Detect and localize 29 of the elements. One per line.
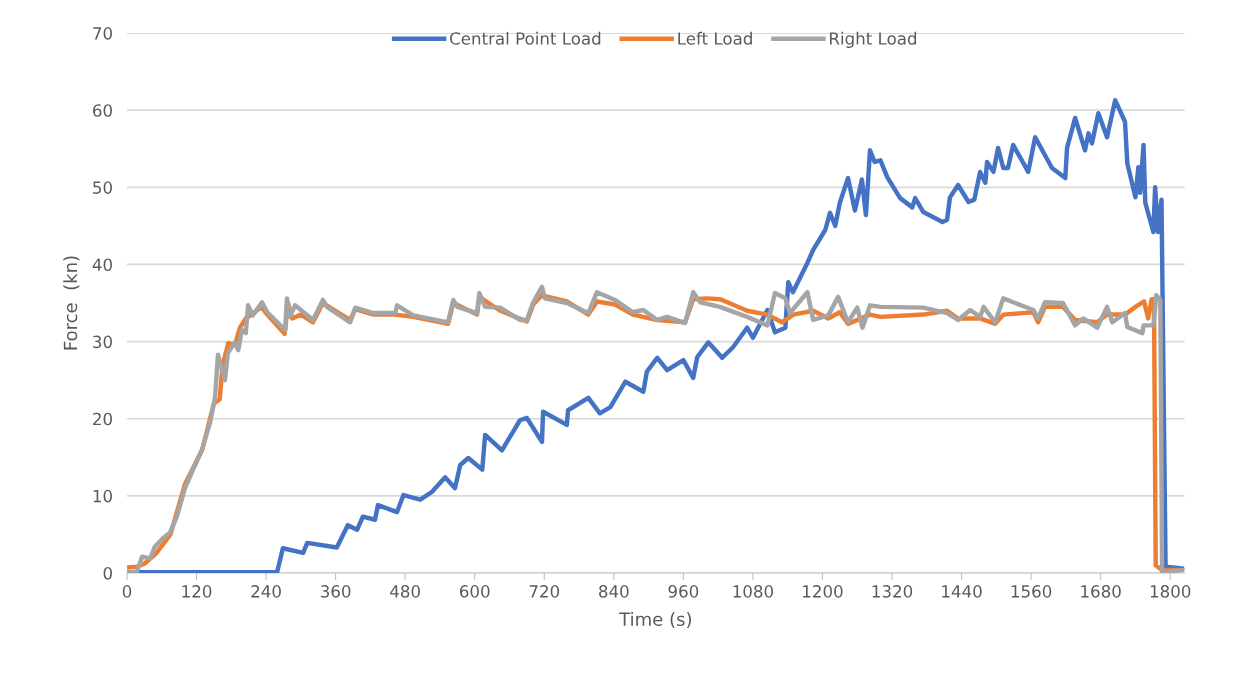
x-tick-label: 1800	[1150, 585, 1191, 598]
y-tick-label: 70	[93, 27, 112, 40]
y-tick-label: 50	[93, 181, 112, 194]
legend-label: Right Load	[830, 31, 917, 49]
x-tick-label: 1560	[1011, 585, 1052, 598]
x-axis-title: Time (s)	[619, 612, 691, 629]
legend-label: Central Point Load	[450, 31, 601, 45]
x-tick-label: 960	[668, 585, 699, 598]
x-tick-label: 1080	[733, 585, 774, 598]
x-tick-label: 840	[599, 585, 629, 598]
x-tick-label: 360	[320, 585, 351, 598]
x-tick-label: 1680	[1081, 585, 1121, 598]
x-tick-label: 0	[122, 585, 132, 598]
x-tick-label: 120	[182, 585, 212, 598]
x-tick-label: 720	[529, 585, 560, 598]
y-tick-label: 10	[93, 489, 112, 503]
x-tick-label: 1200	[803, 585, 843, 598]
y-tick-label: 0	[103, 566, 112, 580]
x-tick-label: 480	[390, 585, 420, 598]
x-tick-label: 1440	[942, 585, 982, 598]
y-tick-label: 40	[92, 258, 112, 272]
legend-label: Left Load	[678, 31, 752, 45]
y-tick-label: 20	[93, 412, 112, 426]
x-tick-label: 600	[459, 585, 490, 598]
y-tick-label: 30	[93, 335, 112, 349]
y-axis-title: Force (kn)	[63, 256, 80, 350]
y-tick-label: 60	[93, 104, 112, 117]
x-tick-label: 240	[251, 585, 281, 598]
x-tick-label: 1320	[872, 585, 913, 598]
